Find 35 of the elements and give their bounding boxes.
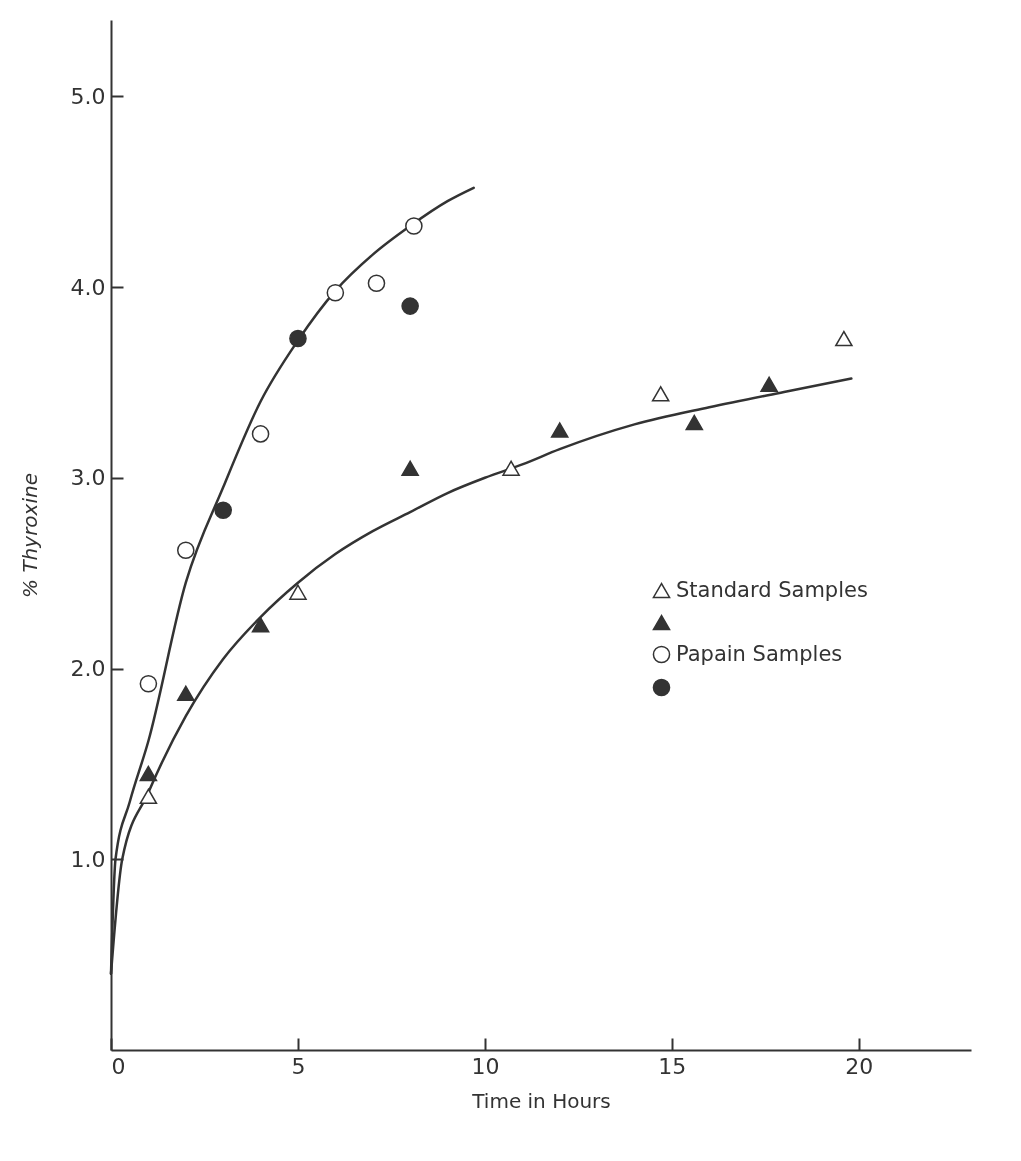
x-tick-label: 10 [471, 1053, 500, 1079]
point [139, 765, 158, 782]
point [835, 330, 853, 347]
point [401, 297, 419, 315]
y-tick-label: 4.0 [70, 274, 106, 300]
point [367, 274, 386, 293]
y-tick-label: 2.0 [70, 656, 106, 682]
point [176, 541, 195, 560]
point [289, 584, 307, 600]
point [251, 425, 270, 443]
x-tick-label: 15 [658, 1053, 687, 1079]
point [139, 674, 158, 693]
point [685, 414, 704, 431]
point [405, 217, 423, 235]
legend-label: Standard Samples [676, 577, 868, 602]
point [139, 788, 158, 805]
y-tick-label: 1.0 [70, 846, 106, 872]
y-tick-label: 5.0 [70, 83, 106, 109]
x-tick-label: 0 [111, 1053, 126, 1079]
point [326, 283, 345, 302]
point [401, 460, 419, 476]
point [176, 685, 195, 702]
point [760, 376, 778, 393]
y-axis-title: % Thyroxine [17, 473, 42, 598]
x-tick-label: 5 [291, 1053, 306, 1079]
x-tick-label: 20 [845, 1053, 874, 1079]
point [214, 501, 232, 519]
point [502, 460, 520, 476]
point [651, 386, 670, 402]
point [550, 422, 569, 438]
point [251, 616, 270, 633]
y-tick-label: 3.0 [70, 465, 106, 491]
point [289, 329, 307, 348]
legend-label: Papain Samples [676, 641, 843, 666]
x-axis-title: Time in Hours [471, 1088, 611, 1113]
